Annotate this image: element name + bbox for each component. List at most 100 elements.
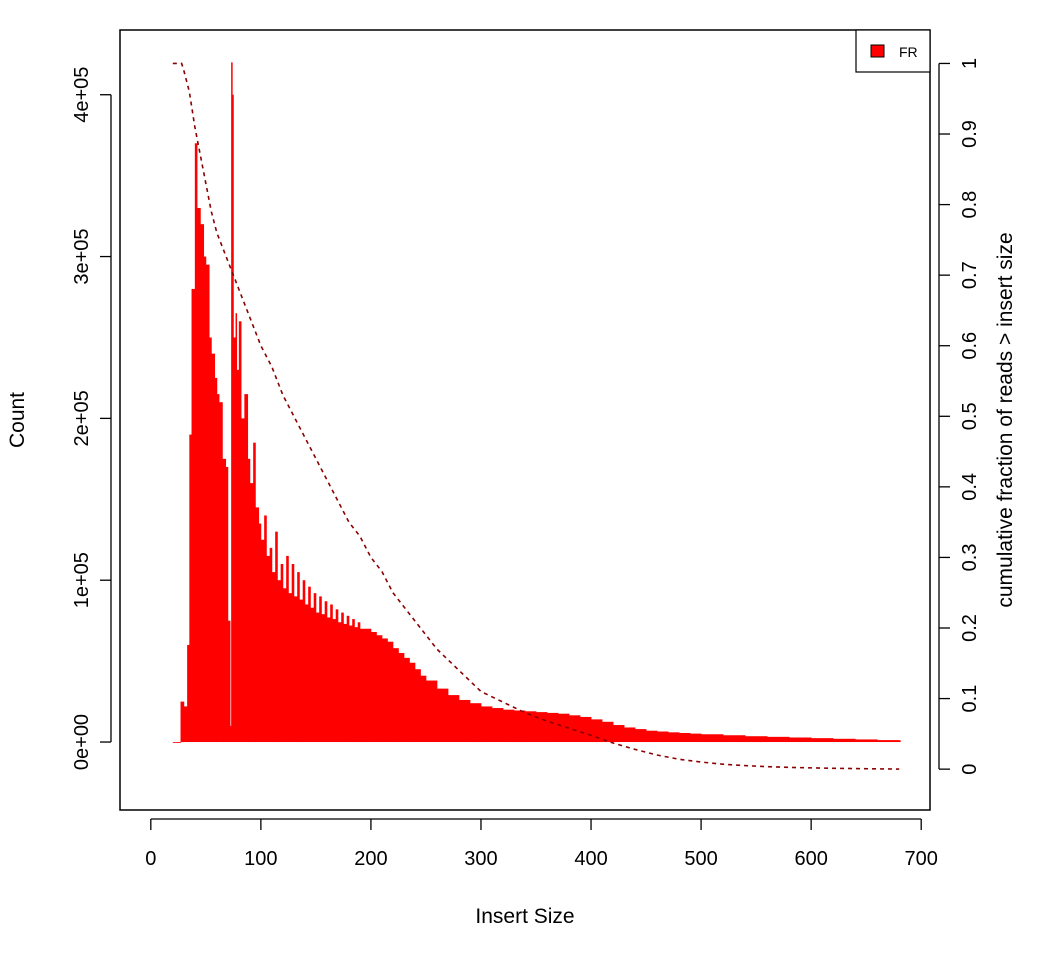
histogram-bar bbox=[833, 738, 856, 743]
histogram-bar bbox=[392, 648, 399, 743]
histogram-bar bbox=[513, 710, 526, 743]
histogram-bar bbox=[297, 572, 300, 743]
histogram-bar bbox=[403, 657, 410, 743]
histogram-bar bbox=[187, 644, 190, 743]
histogram-bar bbox=[225, 466, 229, 743]
histogram-bar bbox=[376, 635, 383, 743]
histogram-bar bbox=[304, 604, 309, 743]
histogram-bar bbox=[491, 708, 504, 743]
histogram-bar bbox=[233, 337, 236, 743]
y-tick-label-right: 0.3 bbox=[959, 544, 981, 572]
histogram-bar bbox=[219, 402, 223, 743]
histogram-bar bbox=[370, 631, 377, 743]
x-tick-label: 200 bbox=[354, 848, 387, 870]
histogram-bar bbox=[313, 593, 317, 743]
histogram-bar bbox=[280, 564, 284, 743]
plot-frame bbox=[119, 29, 931, 811]
histogram-bar bbox=[357, 622, 361, 743]
y-tick-label-left: 3e+05 bbox=[71, 228, 93, 284]
legend-box bbox=[855, 29, 931, 73]
histogram-bar bbox=[701, 734, 724, 743]
histogram-bar bbox=[359, 628, 366, 743]
y-tick-label-right: 0.2 bbox=[959, 614, 981, 642]
histogram-bar bbox=[547, 712, 559, 743]
histogram-bar bbox=[205, 264, 210, 743]
y-tick-label-right: 0.4 bbox=[959, 473, 981, 501]
histogram-bar bbox=[330, 604, 333, 743]
histogram-bar bbox=[255, 507, 260, 743]
histogram-bar bbox=[315, 612, 320, 743]
histogram-bar bbox=[227, 620, 231, 743]
histogram-bar bbox=[197, 208, 201, 743]
histogram-bar bbox=[502, 709, 515, 743]
histogram-bar bbox=[789, 737, 812, 743]
y-tick-label-right: 0 bbox=[959, 764, 981, 775]
histogram-bar bbox=[319, 596, 322, 743]
histogram-bar bbox=[346, 615, 350, 743]
histogram-bar bbox=[398, 653, 405, 743]
histogram-bar bbox=[211, 353, 216, 743]
y-tick-label-right: 0.5 bbox=[959, 402, 981, 430]
x-axis-title: Insert Size bbox=[475, 905, 574, 928]
histogram-bar bbox=[321, 614, 326, 743]
histogram-bar bbox=[288, 593, 293, 743]
x-tick-label: 0 bbox=[145, 848, 156, 870]
histogram-bars bbox=[172, 62, 901, 743]
y-axis-title-right: cumulative fraction of reads > insert si… bbox=[994, 232, 1017, 607]
y-axis-right: 0 0.1 0.2 0.3 0.4 0.5 0.6 0.7 0.8 0.9 1 bbox=[938, 58, 981, 775]
histogram-bar bbox=[525, 711, 537, 743]
histogram-bar bbox=[238, 321, 242, 743]
histogram-bar bbox=[232, 94, 234, 743]
histogram-bar bbox=[337, 622, 342, 743]
histogram-bar bbox=[216, 394, 220, 743]
x-tick-label: 500 bbox=[684, 848, 717, 870]
histogram-bar bbox=[191, 288, 196, 743]
histogram-bar bbox=[425, 680, 438, 743]
histogram-bar bbox=[324, 601, 328, 743]
histogram-bar bbox=[899, 740, 901, 743]
histogram-bar bbox=[326, 617, 331, 743]
histogram-bar bbox=[231, 62, 233, 743]
histogram-bar bbox=[302, 580, 306, 743]
x-tick-label: 400 bbox=[574, 848, 607, 870]
histogram-bar bbox=[293, 596, 298, 743]
histogram-bar bbox=[613, 725, 625, 743]
x-axis: 0 100 200 300 400 500 600 700 bbox=[145, 818, 938, 870]
histogram-bar bbox=[200, 224, 205, 743]
histogram-bar bbox=[679, 732, 691, 743]
histogram-bar bbox=[536, 712, 548, 743]
histogram-bar bbox=[635, 729, 647, 743]
y-tick-label-right: 0.9 bbox=[959, 120, 981, 148]
histogram-bar bbox=[348, 625, 353, 743]
histogram-bar bbox=[264, 515, 267, 743]
y-tick-label-right: 0.8 bbox=[959, 191, 981, 219]
histogram-bar bbox=[646, 730, 658, 743]
x-tick-label: 600 bbox=[794, 848, 827, 870]
legend-label: FR bbox=[899, 44, 918, 60]
histogram-bar bbox=[244, 394, 249, 743]
histogram-bar bbox=[447, 695, 460, 743]
histogram-bar bbox=[354, 627, 359, 743]
histogram-bar bbox=[569, 715, 581, 743]
y-tick-label-left: 0e+00 bbox=[71, 714, 93, 770]
histogram-bar bbox=[299, 599, 304, 743]
histogram-bar bbox=[236, 369, 240, 743]
histogram-bar bbox=[602, 721, 614, 743]
histogram-bar bbox=[180, 701, 185, 743]
histogram-bar bbox=[811, 738, 834, 743]
histogram-bar bbox=[387, 641, 394, 743]
histogram-bar bbox=[469, 703, 482, 743]
histogram-bar bbox=[591, 719, 603, 743]
histogram-bar bbox=[877, 740, 900, 743]
y-tick-label-right: 1 bbox=[959, 58, 981, 69]
histogram-bar bbox=[271, 572, 276, 743]
histogram-bar bbox=[414, 669, 421, 743]
legend-swatch bbox=[870, 44, 885, 58]
histogram-bar bbox=[436, 688, 449, 743]
histogram-bar bbox=[352, 619, 355, 743]
histogram-bar bbox=[745, 736, 768, 743]
histogram-bar bbox=[332, 619, 337, 743]
histogram-bar bbox=[266, 555, 271, 743]
histogram-bar bbox=[624, 727, 636, 743]
